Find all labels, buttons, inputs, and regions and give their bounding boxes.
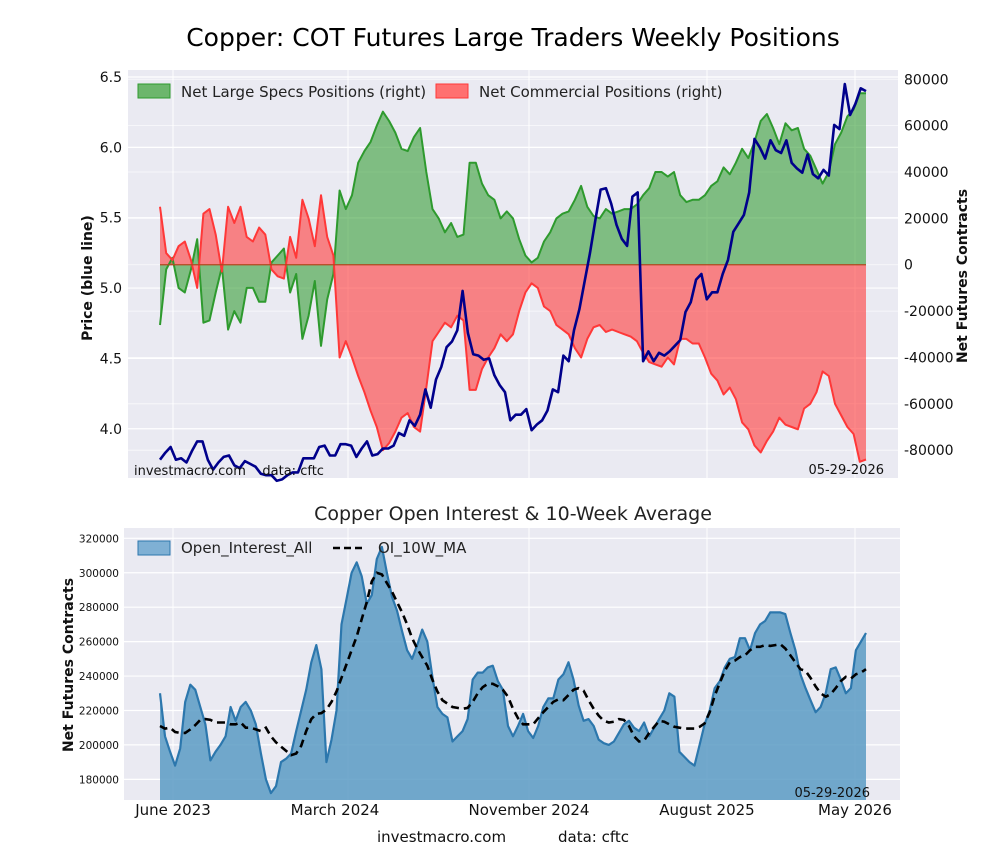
contracts-tick-label: -20000 <box>904 304 954 320</box>
open-interest-area <box>160 546 866 800</box>
open-interest-line <box>158 545 867 795</box>
open-interest-tick-label: 180000 <box>79 774 119 786</box>
time-axis-ticks: June 2023 March 2024 November 2024 August 2… <box>134 801 892 819</box>
contracts-tick-label: 80000 <box>904 72 949 88</box>
positions-lines <box>158 82 867 483</box>
date-note-top: 05-29-2026 <box>808 463 884 478</box>
open-interest-title: Copper Open Interest & 10-Week Average <box>314 503 712 525</box>
time-tick-label: August 2025 <box>659 801 754 819</box>
price-tick-label: 6.0 <box>100 140 122 156</box>
time-tick-label: March 2024 <box>291 801 380 819</box>
price-tick-label: 5.5 <box>100 211 122 227</box>
price-axis-label: Price (blue line) <box>80 215 96 341</box>
price-tick-label: 5.0 <box>100 281 122 297</box>
chart-title: Copper: COT Futures Large Traders Weekly… <box>186 23 840 52</box>
contracts-tick-label: 20000 <box>904 211 949 227</box>
open-interest-tick-label: 240000 <box>79 671 119 683</box>
contracts-tick-label: 0 <box>904 258 913 274</box>
open-interest-tick-label: 280000 <box>79 602 119 614</box>
contracts-tick-label: -60000 <box>904 397 954 413</box>
net-commercial-line <box>159 194 867 463</box>
time-tick-label: November 2024 <box>469 801 590 819</box>
net-commercial-area <box>160 195 866 462</box>
price-tick-label: 4.5 <box>100 351 122 367</box>
open-interest-tick-label: 300000 <box>79 568 119 580</box>
price-line <box>158 82 867 483</box>
contracts-axis-ticks: -80000 -60000 -40000 -20000 0 20000 40000 60000… <box>904 72 954 459</box>
positions-legend: Net Large Specs Positions (right) Net Co… <box>137 83 723 101</box>
open-interest-tick-label: 320000 <box>79 533 119 545</box>
date-note-bottom: 05-29-2026 <box>794 786 870 801</box>
open-interest-tick-label: 260000 <box>79 637 119 649</box>
positions-panel: 4.0 4.5 5.0 5.5 6.0 6.5 -80000 -60000 -40000 -20… <box>80 70 971 483</box>
source-note-top: investmacro.com data: cftc <box>134 464 324 479</box>
contracts-tick-label: -80000 <box>904 443 954 459</box>
legend-swatch-commercial <box>435 83 469 99</box>
legend-label-open-interest: Open_Interest_All <box>181 539 312 558</box>
footer-source: data: cftc <box>558 828 629 846</box>
legend-swatch-open-interest <box>137 540 171 556</box>
contracts-tick-label: -40000 <box>904 350 954 366</box>
moving-average-line <box>159 571 867 757</box>
price-axis-ticks: 4.0 4.5 5.0 5.5 6.0 6.5 <box>100 70 122 438</box>
time-tick-label: May 2026 <box>818 801 892 819</box>
contracts-axis-label: Net Futures Contracts <box>955 189 971 363</box>
footer-site: investmacro.com <box>377 828 506 846</box>
open-interest-axis-label: Net Futures Contracts <box>61 578 77 752</box>
open-interest-tick-label: 200000 <box>79 740 119 752</box>
contracts-tick-label: 40000 <box>904 165 949 181</box>
contracts-tick-label: 60000 <box>904 119 949 135</box>
open-interest-tick-label: 220000 <box>79 705 119 717</box>
legend-label-commercial: Net Commercial Positions (right) <box>479 83 723 101</box>
legend-label-moving-average: OI_10W_MA <box>378 539 467 558</box>
net-large-specs-line <box>159 92 866 347</box>
price-tick-label: 4.0 <box>100 422 122 438</box>
legend-label-specs: Net Large Specs Positions (right) <box>181 83 426 101</box>
open-interest-panel: Copper Open Interest & 10-Week Average 1… <box>61 503 900 819</box>
open-interest-legend: Open_Interest_All OI_10W_MA <box>137 539 467 558</box>
time-tick-label: June 2023 <box>134 801 211 819</box>
open-interest-area <box>158 545 867 800</box>
legend-swatch-specs <box>137 83 171 99</box>
open-interest-axis-ticks: 180000 200000 220000 240000 260000 280000 3000… <box>79 533 119 786</box>
price-tick-label: 6.5 <box>100 70 122 86</box>
